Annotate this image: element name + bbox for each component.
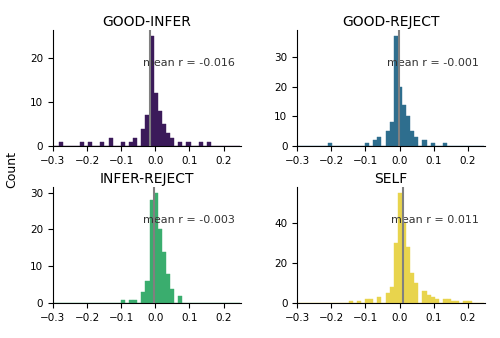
Bar [398,193,402,303]
Title: SELF: SELF [374,172,408,186]
Bar [386,131,390,146]
Text: Count: Count [5,150,18,188]
Bar [443,299,447,303]
Bar [170,289,174,303]
Bar [468,301,471,303]
Bar [410,131,414,146]
Bar [60,142,64,146]
Title: INFER-REJECT: INFER-REJECT [100,172,194,186]
Title: GOOD-INFER: GOOD-INFER [102,15,191,29]
Bar [451,301,456,303]
Bar [166,133,170,146]
Bar [186,142,190,146]
Bar [121,299,125,303]
Bar [398,87,402,146]
Bar [402,104,406,146]
Bar [464,301,468,303]
Bar [422,291,426,303]
Bar [386,293,390,303]
Bar [435,299,439,303]
Bar [394,243,398,303]
Bar [80,142,84,146]
Bar [142,129,146,146]
Bar [198,142,203,146]
Text: mean r = -0.003: mean r = -0.003 [143,215,235,225]
Bar [154,93,158,146]
Text: mean r = 0.011: mean r = 0.011 [392,215,480,225]
Bar [443,143,447,146]
Bar [414,283,418,303]
Bar [154,193,158,303]
Bar [133,138,137,146]
Bar [390,287,394,303]
Bar [447,299,451,303]
Bar [150,200,154,303]
Bar [402,223,406,303]
Bar [374,140,378,146]
Bar [378,297,382,303]
Bar [158,230,162,303]
Bar [390,122,394,146]
Bar [146,115,150,146]
Bar [365,299,369,303]
Bar [162,124,166,146]
Bar [129,299,133,303]
Bar [129,142,133,146]
Bar [369,299,374,303]
Bar [328,143,332,146]
Bar [142,292,146,303]
Bar [430,143,435,146]
Bar [166,274,170,303]
Bar [178,296,182,303]
Bar [394,36,398,146]
Text: mean r = -0.016: mean r = -0.016 [143,58,235,68]
Bar [365,143,369,146]
Bar [133,299,137,303]
Bar [207,142,211,146]
Bar [378,138,382,146]
Bar [158,111,162,146]
Bar [162,251,166,303]
Bar [150,36,154,146]
Title: GOOD-REJECT: GOOD-REJECT [342,15,440,29]
Bar [108,138,112,146]
Bar [178,142,182,146]
Bar [146,281,150,303]
Bar [414,138,418,146]
Bar [430,297,435,303]
Bar [100,142,104,146]
Bar [121,142,125,146]
Bar [406,117,410,146]
Bar [410,273,414,303]
Bar [406,247,410,303]
Bar [422,140,426,146]
Bar [426,295,430,303]
Bar [348,301,353,303]
Bar [456,301,460,303]
Bar [88,142,92,146]
Text: mean r = -0.001: mean r = -0.001 [388,58,480,68]
Bar [357,301,361,303]
Bar [170,138,174,146]
